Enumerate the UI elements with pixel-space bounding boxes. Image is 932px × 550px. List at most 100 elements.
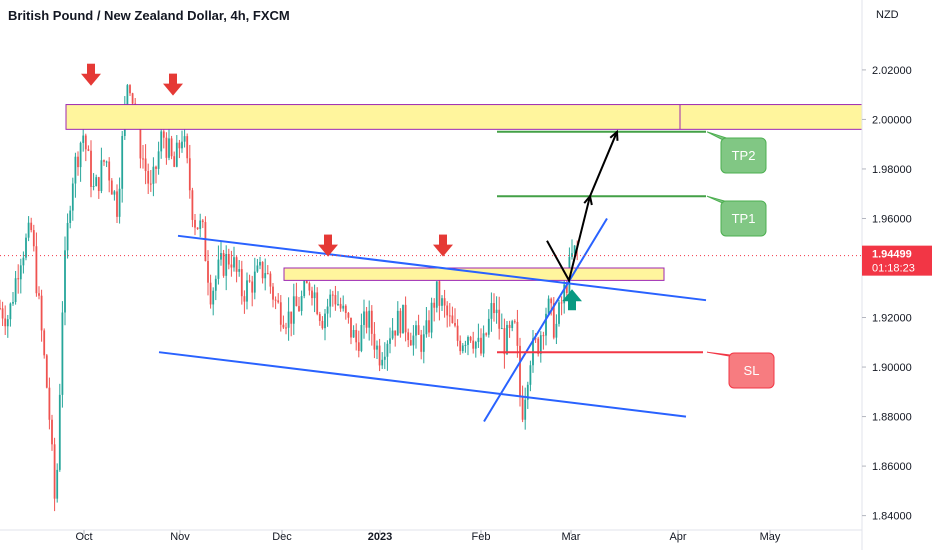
candle-body-105 (272, 286, 274, 300)
candle-body-66 (170, 138, 173, 157)
candle-body-15 (38, 293, 40, 296)
candle-body-124 (321, 320, 324, 329)
candle-body-2 (4, 318, 7, 327)
candle-body-22 (56, 469, 59, 499)
candle-body-74 (191, 190, 194, 220)
candle-body-67 (173, 156, 176, 167)
price-axis: NZD2.020002.000001.980001.960001.940001.… (861, 0, 932, 550)
candle-body-108 (279, 302, 282, 325)
candle-body-176 (456, 325, 459, 341)
candle-body-19 (48, 387, 51, 420)
candle-body-59 (152, 166, 155, 184)
candle-body-6 (14, 278, 17, 303)
candle-body-106 (274, 299, 277, 301)
candle-body-30 (77, 156, 79, 168)
candle-body-95 (246, 280, 248, 302)
candle-body-5 (12, 302, 14, 304)
sl-callout-box (728, 352, 775, 389)
tp1-callout-label: TP1 (732, 211, 756, 226)
candle-body-144 (373, 333, 376, 350)
candle-body-155 (402, 304, 404, 334)
candle-body-189 (490, 303, 493, 319)
candle-body-65 (168, 138, 170, 158)
candle-body-23 (58, 394, 61, 470)
time-tick-label-0: Oct (75, 531, 92, 543)
candle-body-94 (243, 296, 246, 302)
sell-arrow-0 (81, 63, 101, 86)
candle-body-117 (303, 280, 306, 297)
candle-body-75 (194, 219, 196, 228)
candle-body-135 (350, 317, 352, 338)
candle-body-24 (61, 312, 64, 395)
candle-body-111 (287, 311, 290, 328)
sell-arrow-stem-3 (439, 234, 447, 246)
candle-body-157 (407, 332, 410, 341)
candle-body-41 (105, 161, 108, 163)
candles (0, 83, 579, 512)
candle-body-8 (19, 265, 22, 280)
candle-body-51 (131, 93, 134, 104)
candle-body-104 (269, 273, 272, 287)
projection-arrowhead-tp2 (609, 129, 619, 141)
candle-body-34 (87, 149, 90, 151)
candle-body-169 (438, 281, 441, 306)
candle-body-139 (360, 324, 363, 351)
candle-body-198 (513, 321, 516, 323)
candle-body-31 (79, 142, 82, 168)
candle-body-37 (95, 177, 98, 187)
candle-body-116 (300, 296, 303, 312)
candle-body-10 (25, 237, 27, 258)
candle-body-220 (571, 253, 573, 257)
candle-body-168 (435, 281, 438, 308)
candle-body-83 (214, 278, 217, 291)
candle-body-122 (316, 292, 319, 315)
candle-body-171 (443, 298, 446, 306)
currency-label: NZD (876, 9, 899, 21)
time-tick-label-3: 2023 (368, 531, 392, 543)
candle-body-68 (175, 142, 178, 167)
tp2-callout: TP2 (706, 131, 767, 174)
candle-body-50 (129, 85, 131, 94)
candle-body-187 (485, 333, 488, 335)
candle-body-188 (487, 318, 490, 335)
candle-body-80 (207, 260, 209, 283)
candle-body-192 (498, 309, 501, 329)
candle-body-0 (0, 308, 1, 310)
candle-body-17 (43, 330, 46, 356)
candle-body-211 (547, 298, 550, 314)
candle-body-221 (573, 245, 576, 254)
candle-body-62 (160, 131, 163, 152)
candle-body-45 (116, 191, 118, 217)
candle-body-140 (363, 311, 365, 325)
candle-body-96 (248, 280, 251, 282)
candle-body-180 (467, 336, 469, 345)
candle-body-28 (71, 183, 74, 211)
candle-body-9 (22, 257, 25, 266)
candle-countdown: 01:18:23 (872, 263, 915, 275)
channel-upper-line (177, 234, 707, 302)
tp2-callout-label: TP2 (732, 148, 756, 163)
sell-arrow-head-0 (81, 73, 101, 86)
channel-lower-line (158, 351, 687, 418)
candle-body-202 (524, 399, 527, 420)
candle-body-159 (412, 335, 415, 346)
candle-body-29 (74, 156, 77, 184)
candle-body-26 (66, 222, 69, 251)
candle-body-152 (394, 330, 397, 336)
candle-body-175 (454, 323, 456, 326)
candle-body-110 (285, 327, 287, 329)
candle-body-191 (495, 309, 498, 314)
candle-body-12 (30, 222, 33, 231)
candle-body-107 (277, 300, 280, 303)
candle-body-178 (461, 345, 464, 352)
candle-body-113 (292, 296, 295, 324)
candle-body-98 (253, 271, 256, 293)
candle-body-125 (324, 313, 326, 329)
price-tick-label-6: 1.90000 (872, 362, 912, 374)
candle-body-184 (477, 337, 480, 342)
candle-body-137 (355, 329, 358, 343)
time-tick-label-7: May (760, 531, 781, 543)
price-tick-label-9: 1.84000 (872, 511, 912, 523)
candle-body-164 (425, 320, 428, 335)
